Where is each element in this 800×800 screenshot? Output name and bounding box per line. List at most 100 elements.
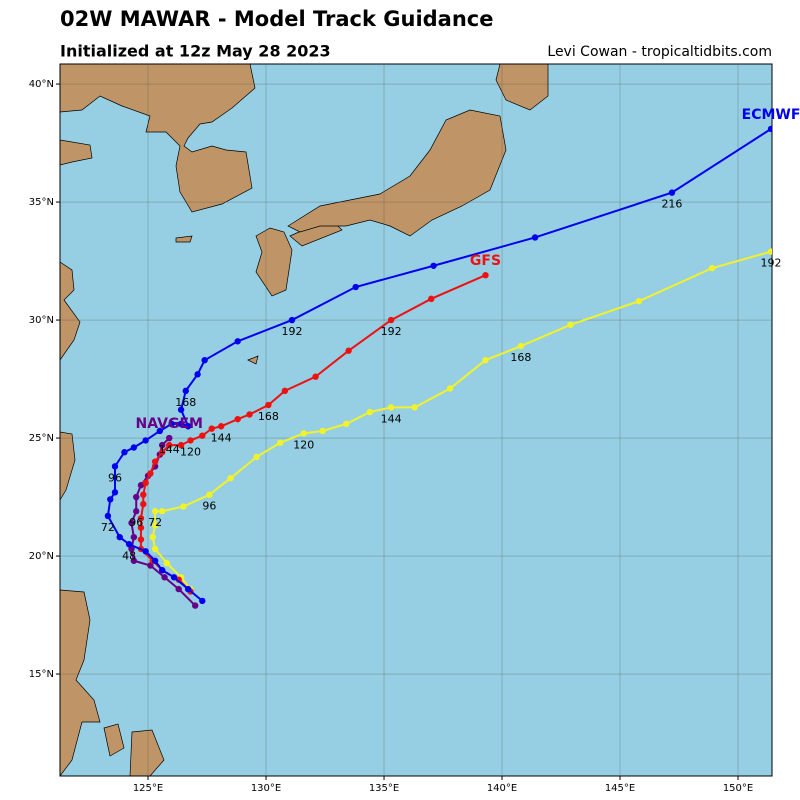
track-point <box>199 597 206 605</box>
track-point <box>158 441 166 449</box>
track-point <box>130 533 138 541</box>
track-point <box>151 545 159 553</box>
track-point <box>194 371 201 378</box>
track-point <box>166 441 173 449</box>
track-point <box>234 415 241 423</box>
track-point <box>121 449 128 456</box>
track-point <box>151 508 159 515</box>
subtitle: Initialized at 12z May 28 2023 <box>60 42 331 61</box>
forecast-hour-label: 72 <box>101 521 115 534</box>
track-point <box>352 283 359 291</box>
track-point <box>158 449 166 456</box>
track-point <box>161 574 168 581</box>
model-label: NAVGEM <box>136 416 203 432</box>
track-point <box>166 434 173 442</box>
forecast-hour-label: 48 <box>122 549 136 562</box>
model-label: GFS <box>470 253 501 269</box>
track-point <box>206 491 213 498</box>
lon-tick-label: 145°E <box>605 783 635 794</box>
lat-tick-label: 20°N <box>29 551 54 562</box>
track-point <box>482 272 489 279</box>
forecast-hour-label: 96 <box>202 500 216 513</box>
forecast-hour-label: 144 <box>381 412 402 425</box>
lat-tick-label: 40°N <box>29 79 54 90</box>
track-point <box>281 387 289 395</box>
track-point <box>199 432 206 439</box>
forecast-hour-label: 96 <box>129 516 143 529</box>
track-point <box>482 356 489 364</box>
track-point <box>168 420 175 428</box>
track-point <box>130 444 138 451</box>
lon-tick-label: 140°E <box>487 783 517 794</box>
track-point <box>668 189 676 196</box>
track-point <box>192 602 199 609</box>
track-point <box>125 541 133 548</box>
lon-tick-label: 135°E <box>369 783 399 794</box>
map-frame <box>59 63 773 777</box>
track-point <box>635 297 643 305</box>
track-point <box>147 562 154 569</box>
track-point <box>107 496 114 503</box>
track-point <box>128 545 135 553</box>
forecast-hour-label: 192 <box>381 325 402 338</box>
track-point <box>133 508 140 515</box>
track-point <box>163 559 171 567</box>
track-point <box>246 411 253 418</box>
track-point <box>151 557 159 564</box>
track-point <box>140 491 147 498</box>
track-point <box>265 401 272 409</box>
forecast-hour-label: 72 <box>148 516 162 529</box>
track-point <box>142 437 149 444</box>
track-point <box>128 519 135 527</box>
track-point <box>137 536 145 543</box>
track-point <box>170 574 178 581</box>
track-point <box>158 508 166 515</box>
track-point <box>253 453 260 461</box>
title: 02W MAWAR - Model Track Guidance <box>60 7 494 31</box>
track-point <box>184 585 192 593</box>
track-point <box>147 470 154 477</box>
track-point <box>517 342 525 350</box>
lon-tick-label: 150°E <box>723 783 753 794</box>
track-point <box>387 316 395 324</box>
lat-tick-label: 35°N <box>29 197 54 208</box>
track-point <box>446 385 454 392</box>
track-point <box>151 458 159 465</box>
lon-tick-label: 125°E <box>133 783 163 794</box>
track-point <box>133 493 140 501</box>
track-point <box>104 512 112 520</box>
track-point <box>217 423 225 430</box>
lon-tick-label: 130°E <box>251 783 281 794</box>
model-label: ECMWF <box>742 107 800 123</box>
track-point <box>234 338 241 345</box>
track-point <box>288 316 296 324</box>
lat-tick-label: 25°N <box>29 433 54 444</box>
track-point <box>177 420 185 428</box>
track-point <box>184 423 192 430</box>
lat-tick-label: 30°N <box>29 315 54 326</box>
track-point <box>111 463 119 470</box>
track-point <box>345 347 352 354</box>
track-point <box>137 482 145 489</box>
track-point <box>182 387 189 395</box>
track-point <box>142 479 149 487</box>
track-point <box>531 234 539 241</box>
track-point <box>180 503 187 510</box>
land <box>60 64 549 776</box>
track-point <box>137 524 145 531</box>
track-point <box>177 406 185 413</box>
track-point <box>201 356 208 364</box>
track-point <box>319 427 326 435</box>
forecast-hour-label: 144 <box>211 431 232 444</box>
track-point <box>140 500 147 508</box>
forecast-hour-label: 168 <box>175 396 196 409</box>
track-point <box>187 437 194 444</box>
forecast-hour-label: 120 <box>180 445 201 458</box>
forecast-hour-label: 144 <box>159 443 180 456</box>
track-point <box>708 264 716 272</box>
track-point <box>158 567 166 574</box>
track-point <box>428 295 435 303</box>
track-point <box>142 548 149 555</box>
track-point <box>300 430 307 437</box>
